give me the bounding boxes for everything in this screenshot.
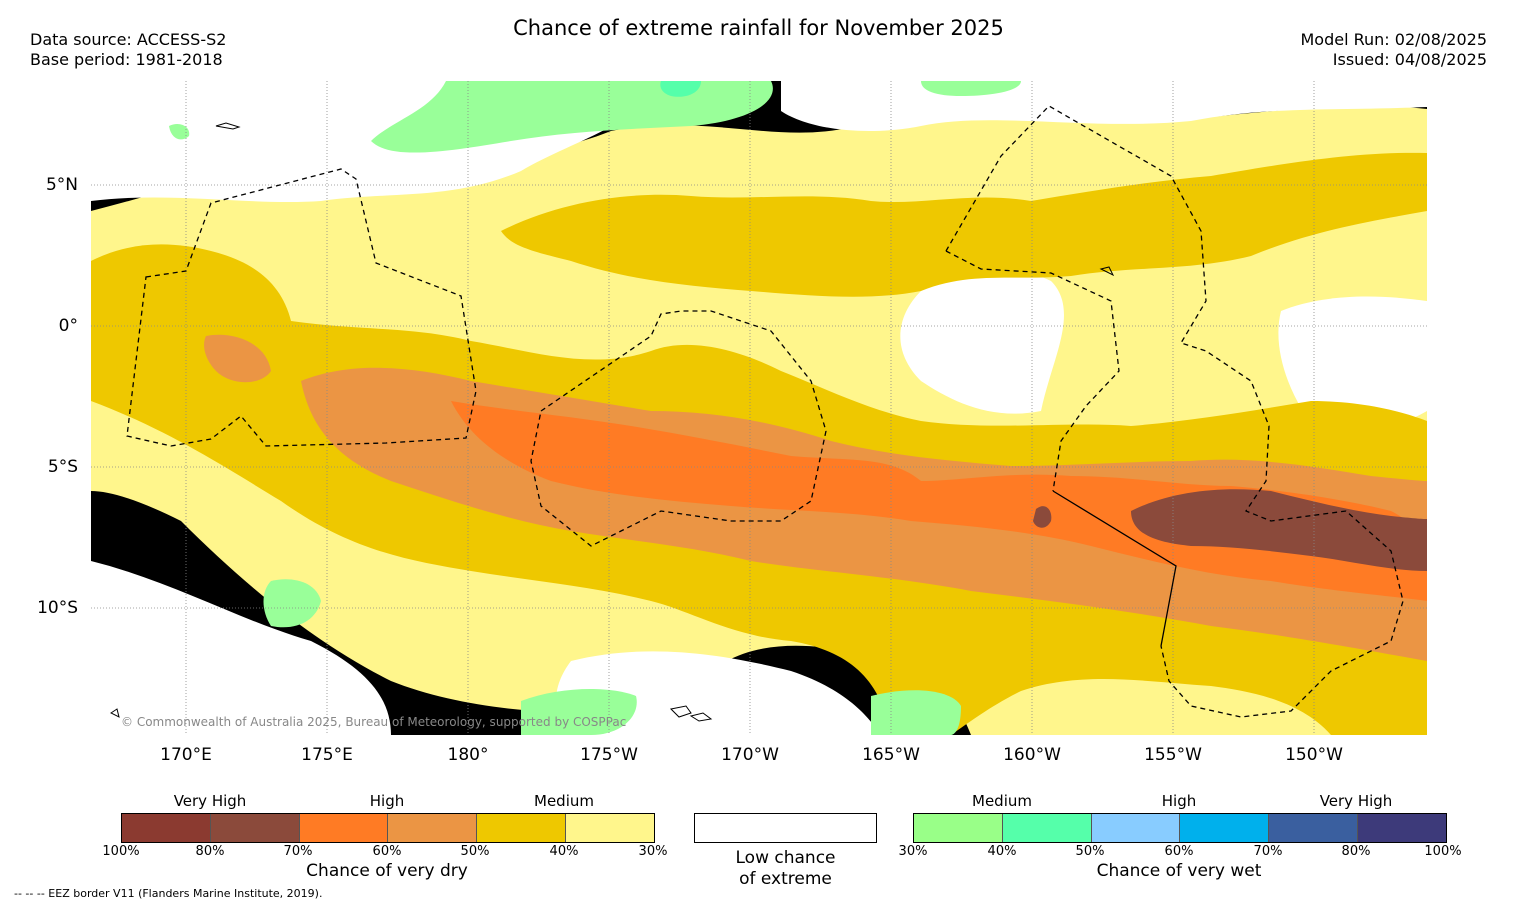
- wet-tier-medium: Medium: [972, 792, 1032, 810]
- map-canvas: [91, 81, 1427, 735]
- lon-label-180: 180°: [447, 745, 489, 765]
- dry-40-50-west-band: [91, 244, 291, 341]
- lon-label-165w: 165°W: [862, 745, 920, 765]
- header-left: Data source: ACCESS-S2 Base period: 1981…: [30, 30, 226, 70]
- dry-80-100-spot: [1033, 506, 1052, 528]
- wet-swatch-50-60: [1091, 814, 1181, 842]
- wet-30-40-north: [371, 81, 773, 153]
- dry-swatch-50-40: [477, 814, 567, 842]
- issued-label: Issued: 04/08/2025: [1332, 50, 1487, 69]
- islands: [110, 122, 1115, 722]
- wet-tick: 70%: [1253, 844, 1283, 859]
- header-right: Model Run: 02/08/2025 Issued: 04/08/2025: [1301, 30, 1488, 70]
- dry-swatch-40-30: [566, 814, 654, 842]
- base-period-label: Base period: 1981-2018: [30, 50, 223, 69]
- wet-tick: 40%: [987, 844, 1017, 859]
- lon-label-170w: 170°W: [721, 745, 779, 765]
- wet-colorbar: [913, 813, 1447, 843]
- dry-tick: 40%: [549, 844, 579, 859]
- lon-label-175e: 175°E: [301, 745, 353, 765]
- dry-tick: 30%: [638, 844, 668, 859]
- dry-swatch-70-60: [299, 814, 389, 842]
- dry-tick: 60%: [372, 844, 402, 859]
- dry-colorbar: [121, 813, 655, 843]
- dry-40-50-north-band: [501, 152, 1427, 297]
- wet-30-40-south-mid: [521, 689, 637, 735]
- wet-tier-very-high: Very High: [1319, 792, 1393, 810]
- lat-label-10s: 10°S: [37, 598, 78, 618]
- dry-tick: 70%: [283, 844, 313, 859]
- wet-swatch-60-70: [1180, 814, 1270, 842]
- dry-swatch-100-80: [122, 814, 211, 842]
- dry-swatch-60-50: [388, 814, 478, 842]
- wet-swatch-30-40: [914, 814, 1003, 842]
- dry-tick: 80%: [195, 844, 225, 859]
- dry-swatch-80-70: [210, 814, 300, 842]
- map-graticule: [91, 81, 1427, 735]
- wet-40-50-spot: [660, 81, 701, 97]
- lat-label-5n: 5°N: [45, 175, 78, 195]
- low-chance-label: Low chance of extreme: [694, 848, 877, 890]
- map-title: Chance of extreme rainfall for November …: [513, 16, 1004, 40]
- wet-tick: 60%: [1164, 844, 1194, 859]
- data-source-label: Data source: ACCESS-S2: [30, 30, 227, 49]
- lat-label-5s: 5°S: [47, 457, 78, 477]
- dry-tick: 100%: [102, 844, 140, 859]
- dry-60-70-zone: [451, 401, 1427, 601]
- lon-label-155w: 155°W: [1144, 745, 1202, 765]
- low-chance-swatch: [694, 813, 877, 843]
- dry-colorbar-title: Chance of very dry: [306, 861, 468, 881]
- eez-borders: [126, 105, 1404, 718]
- dry-tick: 50%: [460, 844, 490, 859]
- low-chance-line2: of extreme: [739, 869, 832, 889]
- low-chance-zone-south-mid: [555, 651, 881, 735]
- low-chance-line1: Low chance: [735, 848, 836, 868]
- wet-swatch-40-50: [1002, 814, 1092, 842]
- dry-tier-medium: Medium: [534, 792, 594, 810]
- dry-tier-high: High: [369, 792, 405, 810]
- wet-30-40-south-east: [871, 690, 961, 735]
- dry-tier-very-high: Very High: [173, 792, 247, 810]
- lon-label-170e: 170°E: [160, 745, 212, 765]
- rainfall-map: [91, 81, 1427, 735]
- lon-label-160w: 160°W: [1003, 745, 1061, 765]
- wet-colorbar-title: Chance of very wet: [1096, 861, 1262, 881]
- low-chance-zone-south: [91, 561, 391, 735]
- wet-swatch-70-80: [1269, 814, 1359, 842]
- dry-50-60-west: [204, 334, 271, 383]
- wet-tick: 30%: [898, 844, 928, 859]
- wet-30-40-small: [169, 124, 190, 140]
- wet-30-40-ne: [921, 81, 1021, 96]
- copyright-notice: © Commonwealth of Australia 2025, Bureau…: [121, 715, 627, 729]
- wet-tick: 80%: [1341, 844, 1371, 859]
- wet-tick: 50%: [1075, 844, 1105, 859]
- wet-tick: 100%: [1424, 844, 1462, 859]
- wet-swatch-80-100: [1358, 814, 1446, 842]
- eez-border-note: -- -- -- EEZ border V11 (Flanders Marine…: [14, 887, 323, 900]
- wet-tier-high: High: [1161, 792, 1197, 810]
- model-run-label: Model Run: 02/08/2025: [1300, 30, 1488, 49]
- lon-label-150w: 150°W: [1285, 745, 1343, 765]
- wet-30-40-south-west: [263, 579, 321, 628]
- eez-border-solid: [1052, 490, 1177, 647]
- lon-label-175w: 175°W: [580, 745, 638, 765]
- dry-80-100-zone: [1131, 489, 1427, 571]
- lat-label-0: 0°: [58, 316, 78, 336]
- low-chance-zone-central: [900, 268, 1064, 414]
